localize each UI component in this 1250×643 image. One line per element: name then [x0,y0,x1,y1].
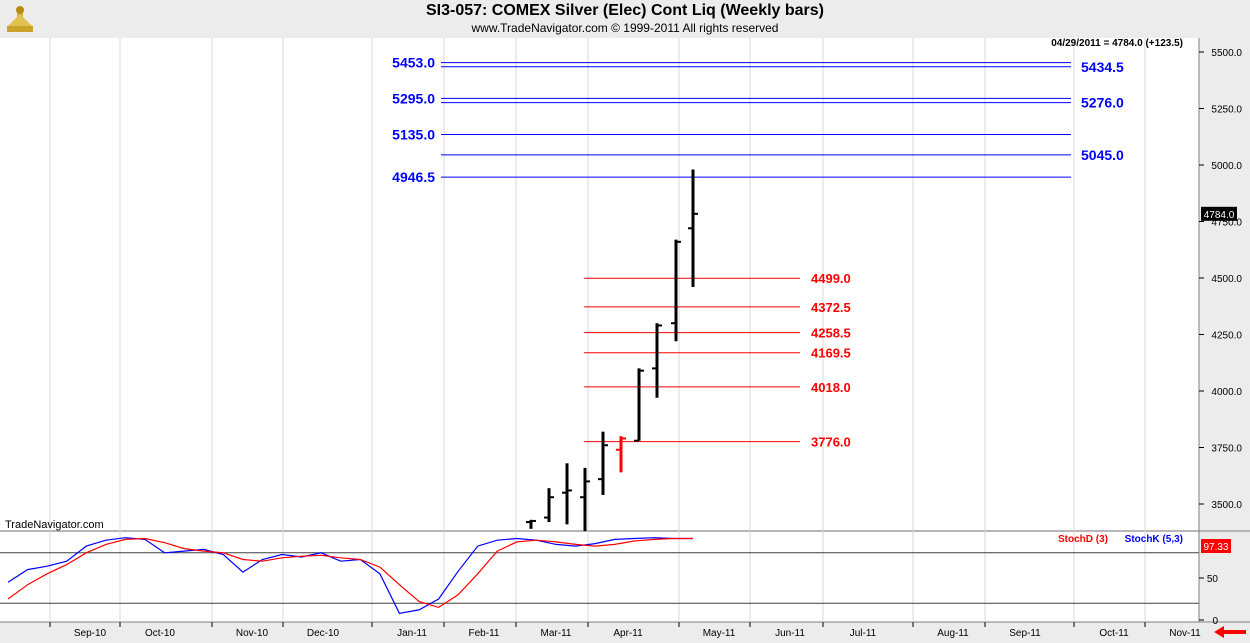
date-axis-ticks: Sep-10 Oct-10 Nov-10 Dec-10 Jan-11 Feb-11 Mar-… [49,622,1201,639]
chart-header: SI3-057: COMEX Silver (Elec) Cont Liq (W… [0,0,1250,38]
blue-level-label: 5295.0 [392,90,435,106]
price-tick-label: 4500.0 [1211,274,1242,285]
date-tick-label: Oct-11 [1099,628,1129,639]
blue-level-label: 4946.5 [392,169,435,185]
trade-navigator-logo-icon [7,6,33,32]
stochastic-axis-ticks: 50 0 [0,552,1219,627]
date-tick-label: May-11 [703,628,736,639]
ohlc-bar [634,368,644,442]
price-readout: 04/29/2011 = 4784.0 (+123.5) [1051,38,1183,49]
chart-title: SI3-057: COMEX Silver (Elec) Cont Liq (W… [425,2,825,19]
scroll-right-arrow-icon[interactable] [1214,626,1246,638]
ohlc-bar [526,519,536,529]
price-tick-label: 5000.0 [1211,161,1242,172]
date-tick-label: Jun-11 [775,628,805,639]
ohlc-bars [526,169,698,532]
red-level-label: 4169.5 [811,346,851,361]
legend-stochk: StochK (5,3) [1125,534,1183,545]
ohlc-bar [688,169,698,288]
red-level-label: 4018.0 [811,380,851,395]
ohlc-bar [580,467,590,532]
price-tick-label: 5500.0 [1211,48,1242,59]
stochastic-series-line [7,537,693,614]
date-tick-label: Nov-11 [1169,628,1201,639]
price-tick-label: 4000.0 [1211,387,1242,398]
blue-level-label: 5135.0 [392,126,435,142]
stochastic-last-value-marker: 97.33 [1201,539,1231,553]
price-tick-label: 4750.0 [1211,218,1242,229]
red-level-label: 3776.0 [811,435,851,450]
price-tick-label: 4250.0 [1211,331,1242,342]
red-level-label: 4258.5 [811,326,851,341]
chart-subtitle: www.TradeNavigator.com © 1999-2011 All r… [471,21,779,35]
ohlc-bar [598,431,608,495]
stochastic-tick-label: 0 [1212,616,1218,627]
red-level-label: 4499.0 [811,271,851,286]
last-price-marker: 4784.0 [1201,206,1237,221]
blue-level-label: 5276.0 [1081,95,1124,111]
price-tick-label: 5250.0 [1211,105,1242,116]
price-tick-label: 3750.0 [1211,444,1242,455]
ohlc-bar [562,463,572,525]
price-tick-label: 3500.0 [1211,500,1242,511]
blue-level-label: 5434.5 [1081,59,1124,75]
date-tick-label: Mar-11 [541,628,572,639]
date-tick-label: Oct-10 [145,628,175,639]
watermark-text: TradeNavigator.com [5,519,104,531]
blue-level-label: 5045.0 [1081,147,1124,163]
date-tick-label: Sep-11 [1009,628,1041,639]
ohlc-bar [544,488,554,523]
legend-stochd: StochD (3) [1058,534,1108,545]
ohlc-bar [616,436,626,473]
vertical-gridlines [49,38,1146,622]
date-tick-label: Jan-11 [397,628,427,639]
ohlc-bar [671,239,681,342]
red-level-label: 4372.5 [811,300,851,315]
date-tick-label: Nov-10 [236,628,269,639]
stochastic-tick-label: 50 [1207,574,1219,585]
date-tick-label: Jul-11 [850,628,877,639]
stochastic-series-line [7,537,693,609]
date-tick-label: Feb-11 [469,628,500,639]
date-tick-label: Aug-11 [937,628,969,639]
last-price-label: 4784.0 [1204,210,1235,221]
stochastic-lines [7,537,693,614]
date-tick-label: Apr-11 [613,628,643,639]
date-tick-label: Dec-10 [307,628,340,639]
ohlc-bar [652,323,662,398]
date-tick-label: Sep-10 [74,628,107,639]
price-axis-ticks: 5500.0 5250.0 5000.0 4750.0 4500.0 4250.0 4000… [1199,48,1242,511]
stochastic-last-value-label: 97.33 [1203,542,1228,553]
stochastic-panel [0,532,1199,622]
blue-level-label: 5453.0 [392,55,435,71]
blue-projection-levels: 5453.0 5434.5 5295.0 5276.0 5135.0 5045.0 4946… [392,55,1124,185]
price-panel [0,38,1199,530]
